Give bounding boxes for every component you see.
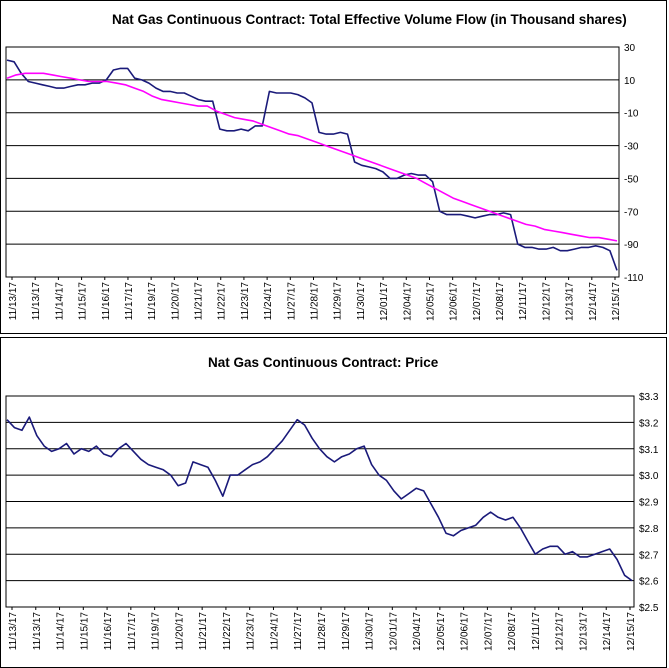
volume-x-tick-label: 12/11/17	[518, 282, 529, 321]
volume-x-tick-label: 12/06/17	[449, 282, 460, 321]
volume-x-tick-label: 11/15/17	[78, 282, 89, 321]
volume-x-tick-label: 11/28/17	[310, 282, 321, 321]
price-y-tick-label: $2.7	[639, 550, 659, 561]
volume-x-tick-label: 11/20/17	[170, 282, 181, 321]
price-x-tick-label: 12/11/17	[531, 612, 542, 651]
volume-x-tick-label: 12/12/17	[541, 282, 552, 321]
price-x-tick-label: 11/13/17	[8, 612, 19, 651]
price-x-tick-label: 12/07/17	[483, 612, 494, 651]
price-y-tick-label: $3.2	[639, 418, 659, 429]
price-x-tick-label: 12/01/17	[388, 612, 399, 651]
price-panel: Nat Gas Continuous Contract: Price $3.3 $…	[0, 337, 669, 668]
price-x-tick-label: 12/06/17	[460, 612, 471, 651]
volume-x-tick-label: 11/14/17	[54, 282, 65, 321]
price-x-tick-label: 12/05/17	[436, 612, 447, 651]
volume-flow-title: Nat Gas Continuous Contract: Total Effec…	[112, 12, 627, 27]
volume-x-tick-label: 11/19/17	[147, 282, 158, 321]
volume-y-tick-label: 30	[624, 43, 636, 54]
volume-series-line-0	[6, 59, 618, 271]
volume-y-tick-label: -90	[624, 240, 639, 251]
volume-x-tick-label: 11/13/17	[31, 282, 42, 321]
price-y-tick-label: $2.5	[639, 603, 659, 614]
price-x-tick-label: 11/14/17	[56, 612, 67, 651]
volume-x-tick-label: 12/08/17	[495, 282, 506, 321]
volume-flow-chart: 30 10 -10 -30 -50 -70 -90 -110 11/13/17 11/13/17 1…	[5, 43, 644, 321]
price-x-tick-label: 11/24/17	[269, 612, 280, 651]
price-x-tick-label: 12/13/17	[578, 612, 589, 651]
volume-x-tick-label: 11/16/17	[101, 282, 112, 321]
price-x-tick-label: 11/30/17	[365, 612, 376, 651]
price-chart: $3.3 $3.2 $3.1 $3.0 $2.9 $2.8 $2.7 $2.6 $2.5 11/1…	[5, 392, 659, 651]
price-x-tick-label: 12/15/17	[626, 612, 637, 651]
volume-y-tick-label: -30	[624, 142, 639, 153]
volume-x-tick-label: 12/05/17	[425, 282, 436, 321]
volume-x-tick-label: 11/21/17	[194, 282, 205, 321]
volume-x-tick-label: 11/17/17	[124, 282, 135, 321]
volume-x-tick-label: 11/24/17	[263, 282, 274, 321]
price-x-tick-label: 11/23/17	[246, 612, 257, 651]
price-y-tick-label: $3.1	[639, 445, 659, 456]
price-x-tick-label: 11/20/17	[174, 612, 185, 651]
price-x-tick-label: 11/13/17	[32, 612, 43, 651]
volume-y-tick-label: 10	[624, 76, 636, 87]
volume-x-tick-label: 11/30/17	[356, 282, 367, 321]
volume-x-tick-label: 11/22/17	[217, 282, 228, 321]
volume-x-tick-label: 11/29/17	[333, 282, 344, 321]
price-x-tick-label: 11/15/17	[79, 612, 90, 651]
volume-x-tick-label: 11/27/17	[286, 282, 297, 321]
price-y-tick-label: $3.3	[639, 392, 659, 403]
volume-x-tick-label: 11/13/17	[8, 282, 19, 321]
volume-y-tick-label: -50	[624, 174, 639, 185]
volume-flow-panel: Nat Gas Continuous Contract: Total Effec…	[0, 0, 669, 334]
volume-series-line-1	[6, 72, 618, 242]
volume-x-tick-label: 12/14/17	[588, 282, 599, 321]
price-y-tick-label: $2.6	[639, 577, 659, 588]
volume-x-tick-label: 11/23/17	[240, 282, 251, 321]
price-x-tick-label: 12/08/17	[507, 612, 518, 651]
price-x-tick-label: 11/19/17	[151, 612, 162, 651]
volume-x-tick-label: 12/15/17	[611, 282, 622, 321]
price-y-tick-label: $3.0	[639, 471, 659, 482]
price-x-tick-label: 12/12/17	[555, 612, 566, 651]
volume-y-tick-label: -10	[624, 109, 639, 120]
price-x-tick-label: 12/04/17	[412, 612, 423, 651]
volume-flow-frame	[0, 0, 667, 334]
price-x-tick-label: 11/22/17	[222, 612, 233, 651]
price-series-line-0	[6, 416, 633, 582]
price-x-tick-label: 11/28/17	[317, 612, 328, 651]
price-x-tick-label: 11/21/17	[198, 612, 209, 651]
price-x-tick-label: 11/17/17	[127, 612, 138, 651]
price-x-tick-label: 11/29/17	[341, 612, 352, 651]
price-x-tick-label: 11/27/17	[293, 612, 304, 651]
price-y-tick-label: $2.9	[639, 498, 659, 509]
price-x-tick-label: 11/16/17	[103, 612, 114, 651]
volume-y-tick-label: -110	[624, 273, 644, 284]
volume-y-tick-label: -70	[624, 207, 639, 218]
price-y-tick-label: $2.8	[639, 524, 659, 535]
price-x-tick-label: 12/14/17	[602, 612, 613, 651]
price-title: Nat Gas Continuous Contract: Price	[208, 355, 439, 370]
volume-x-tick-label: 12/01/17	[379, 282, 390, 321]
volume-x-tick-label: 12/13/17	[565, 282, 576, 321]
volume-x-tick-label: 12/04/17	[402, 282, 413, 321]
volume-x-tick-label: 12/07/17	[472, 282, 483, 321]
